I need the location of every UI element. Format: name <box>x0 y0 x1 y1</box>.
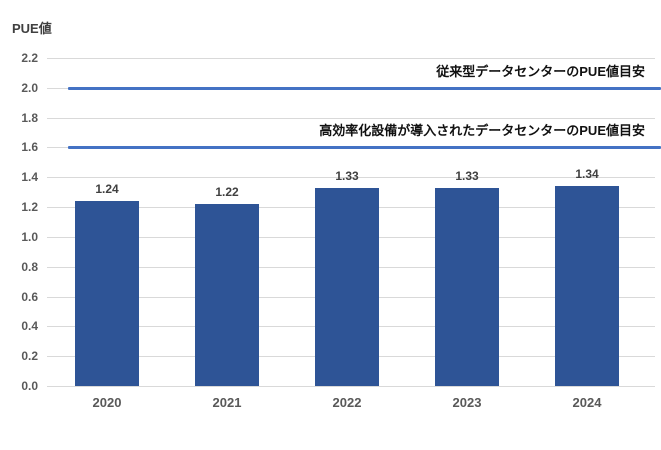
y-axis-tick-label: 2.2 <box>21 51 38 65</box>
bar-2022 <box>315 188 379 386</box>
y-axis-tick-label: 1.0 <box>21 230 38 244</box>
bar-2023 <box>435 188 499 386</box>
reference-line-label: 高効率化設備が導入されたデータセンターのPUE値目安 <box>319 123 645 138</box>
x-axis-label: 2023 <box>452 395 482 410</box>
bar-2020 <box>75 201 139 386</box>
bar-value-label: 1.34 <box>575 167 599 181</box>
bar-value-label: 1.22 <box>215 185 239 199</box>
x-axis-label: 2020 <box>92 395 122 410</box>
x-axis-label: 2022 <box>332 395 362 410</box>
gridline <box>47 386 655 387</box>
y-axis-tick-label: 1.6 <box>21 140 38 154</box>
bar-2024 <box>555 186 619 386</box>
reference-line-label: 従来型データセンターのPUE値目安 <box>436 64 645 79</box>
y-axis-tick-label: 0.0 <box>21 379 38 393</box>
y-axis-tick-label: 1.4 <box>21 170 38 184</box>
y-axis-tick-label: 0.8 <box>21 260 38 274</box>
y-axis-tick-label: 2.0 <box>21 81 38 95</box>
y-axis-tick-label: 0.4 <box>21 319 38 333</box>
y-axis-tick-label: 1.8 <box>21 111 38 125</box>
y-axis-title: PUE値 <box>12 21 52 36</box>
gridline <box>47 58 655 59</box>
gridline <box>47 177 655 178</box>
x-axis-label: 2021 <box>212 395 242 410</box>
bar-value-label: 1.24 <box>95 182 119 196</box>
bar-value-label: 1.33 <box>335 169 359 183</box>
y-axis-tick-label: 0.2 <box>21 349 38 363</box>
reference-line <box>68 87 661 90</box>
bar-value-label: 1.33 <box>455 169 479 183</box>
x-axis-label: 2024 <box>572 395 602 410</box>
bar-2021 <box>195 204 259 386</box>
reference-line <box>68 146 661 149</box>
gridline <box>47 118 655 119</box>
y-axis-tick-label: 1.2 <box>21 200 38 214</box>
y-axis-tick-label: 0.6 <box>21 290 38 304</box>
